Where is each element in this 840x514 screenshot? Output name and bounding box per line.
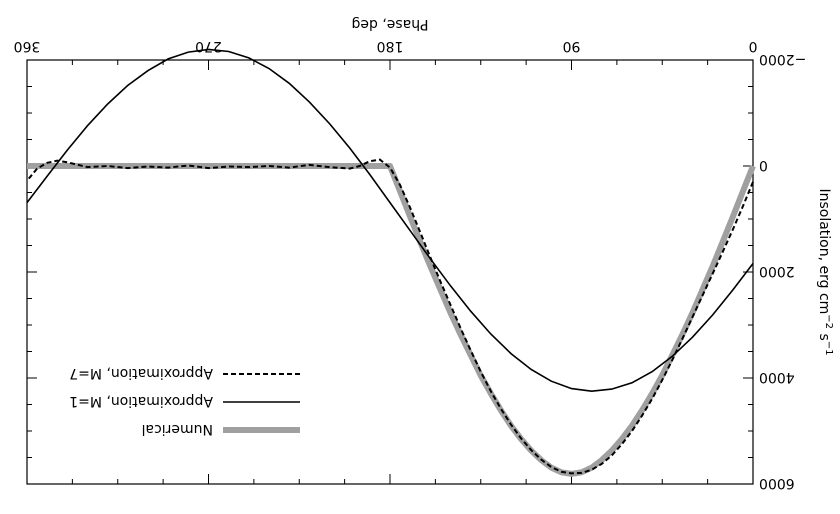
y-tick-label: −2000 [759,51,806,67]
legend-label: Approximation, M=7 [69,365,213,381]
x-tick-label: 0 [749,38,758,54]
y-tick-label: 2000 [759,263,795,279]
x-tick-label: 180 [377,38,404,54]
series-line-2 [26,48,754,393]
y-axis-label-exp1: −2 [823,314,834,329]
series-line-3 [26,158,754,475]
legend-label: Numerical [142,421,213,437]
series-layer [26,48,756,477]
y-tick-label: 6000 [759,475,795,491]
x-tick-label: 270 [195,38,222,54]
legend: Numerical Approximation, M=1 Approximation… [69,365,300,437]
x-tick-label: 90 [563,38,581,54]
y-axis-label-main: Insolation, erg cm [816,188,832,314]
y-tick-label: 0 [759,157,768,173]
y-tick-label: 4000 [759,369,795,385]
y-axis-label: Insolation, erg cm−2 s−1 [816,188,834,355]
series-line-1 [27,163,756,477]
x-tick-label: 360 [14,38,41,54]
axis-ticks [26,59,754,485]
x-axis-label: Phase, deg [351,16,428,32]
y-axis-label-exp2: −1 [823,341,834,356]
y-axis-label-mid: s [816,329,832,341]
legend-label: Approximation, M=1 [69,393,213,409]
plot-frame [26,59,754,485]
